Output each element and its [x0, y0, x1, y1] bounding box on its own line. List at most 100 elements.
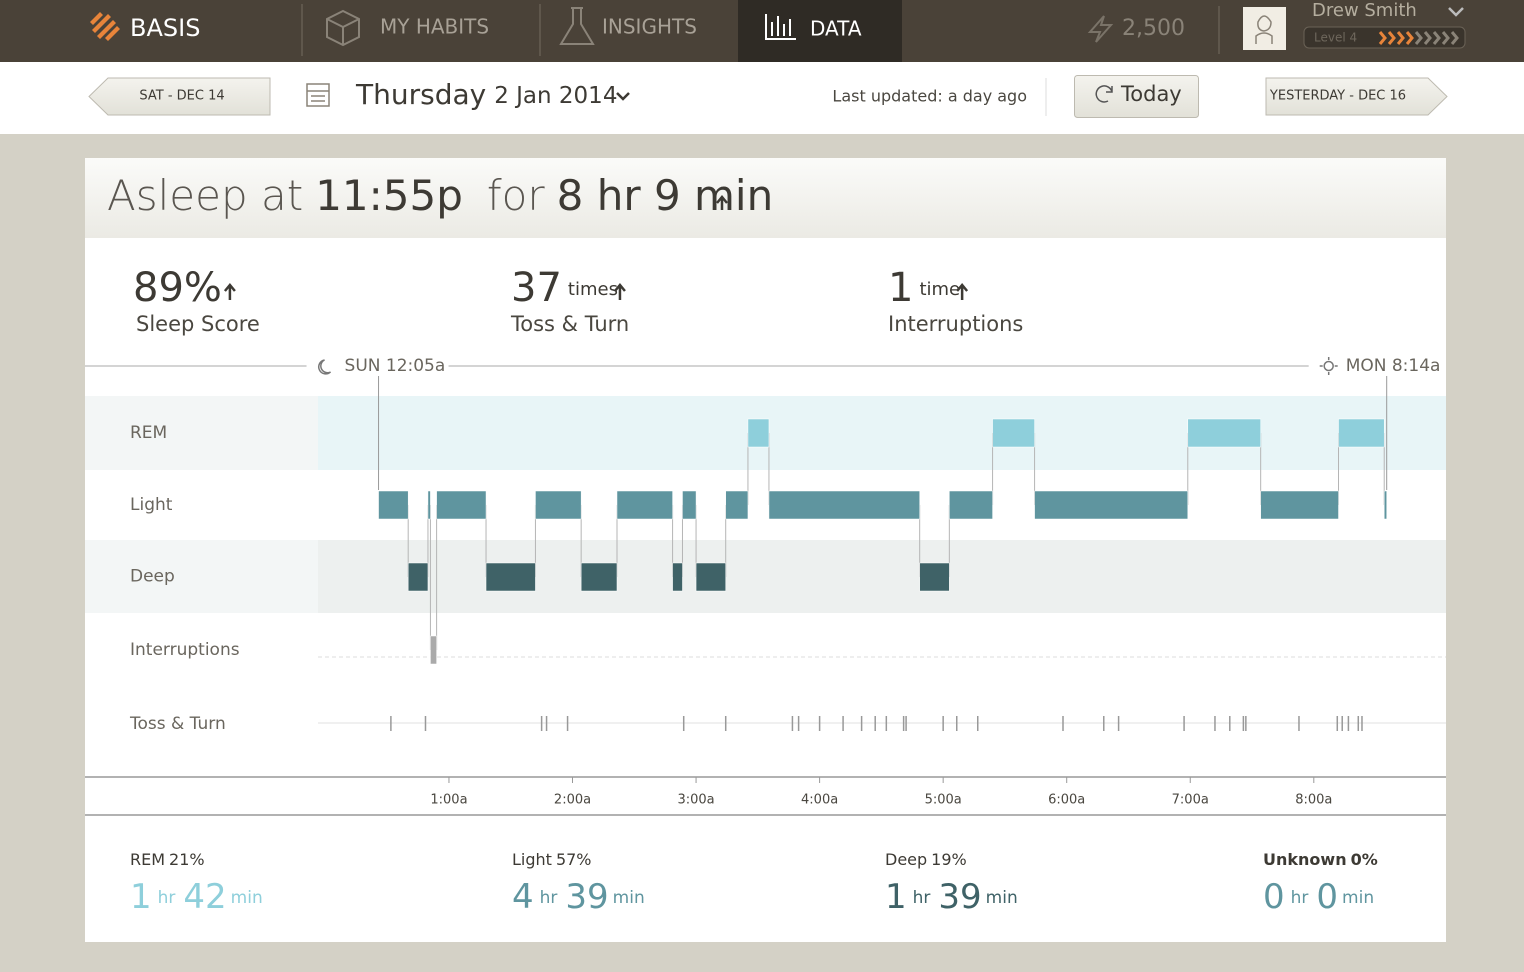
hours: 0 [1263, 877, 1285, 917]
tab[interactable]: INSIGHTS [602, 15, 697, 39]
hours-unit: hr [158, 888, 176, 908]
stage-name: Unknown [1263, 850, 1347, 869]
next-day-label[interactable]: YESTERDAY - DEC 16 [1269, 89, 1406, 104]
trend-arrow [956, 283, 969, 300]
stat-unit: time [919, 279, 960, 300]
user-menu-arrow[interactable] [1448, 7, 1464, 17]
x-tick-label: 5:00a [925, 793, 962, 808]
x-tick-label: 2:00a [554, 793, 591, 808]
row-label: Interruptions [130, 640, 240, 660]
stage-segment [695, 562, 726, 592]
stage-segment [580, 562, 618, 592]
minutes: 0 [1316, 877, 1338, 917]
stage-segment [1034, 490, 1189, 520]
stage-duration: 4 hr 39 min [512, 877, 645, 917]
hours: 1 [885, 877, 907, 917]
logo-icon [90, 12, 120, 41]
minutes-unit: min [231, 888, 263, 908]
trend-arrow [716, 195, 728, 210]
stat-unit: times [568, 279, 618, 300]
today-icon [1095, 85, 1113, 103]
insights-icon [559, 7, 595, 45]
duration: 8 hr 9 min [557, 171, 774, 220]
logo[interactable]: BASIS [130, 14, 200, 42]
stage-segment [427, 490, 431, 520]
sun-rays [1319, 357, 1338, 375]
stage-percent: Unknown 0% [1263, 850, 1378, 869]
asleep-time: 11:55p [315, 171, 463, 220]
date-picker[interactable]: Thursday 2 Jan 2014 [355, 78, 617, 111]
sleep-summary: Asleep at 11:55p for 8 hr 9 min [107, 171, 773, 220]
avatar[interactable] [1243, 7, 1286, 50]
stage-percent: Deep 19% [885, 850, 967, 869]
hours: 4 [512, 877, 534, 917]
stage-percent: Light 57% [512, 850, 592, 869]
stage-segment [747, 418, 770, 448]
stage-percent-value: 19% [931, 850, 967, 869]
stage-segment [992, 418, 1035, 448]
hours: 1 [130, 877, 152, 917]
x-tick-label: 7:00a [1172, 793, 1209, 808]
trend-arrow [223, 283, 236, 300]
stat-value: 89% [133, 265, 222, 311]
next-day-button[interactable] [1265, 77, 1448, 116]
stage-duration: 1 hr 42 min [130, 877, 263, 917]
prev-day-label[interactable]: SAT - DEC 14 [139, 89, 224, 104]
avatar-icon [1255, 15, 1273, 44]
date-dropdown[interactable] [616, 92, 630, 101]
stat-label: Toss & Turn [510, 312, 629, 336]
data-icon [765, 14, 796, 40]
start-label: SUN 12:05a [345, 356, 446, 376]
stage-name: Light [512, 850, 552, 869]
stage-duration: 1 hr 39 min [885, 877, 1018, 917]
stage-duration: 0 hr 0 min [1263, 877, 1374, 917]
stage-segment [1260, 490, 1339, 520]
x-tick-label: 3:00a [677, 793, 714, 808]
stage-segment [1187, 418, 1261, 448]
minutes-unit: min [613, 888, 645, 908]
stage-segment [616, 490, 673, 520]
stage-percent-value: 57% [556, 850, 592, 869]
x-tick-label: 4:00a [801, 793, 838, 808]
stage-segment [1383, 490, 1387, 520]
level: Level 4 [1314, 31, 1357, 45]
stage-segment [407, 562, 429, 592]
today-label[interactable]: Today [1120, 82, 1182, 106]
asleep-label: Asleep at [107, 171, 303, 220]
hours-unit: hr [540, 888, 558, 908]
stage-segment [430, 635, 437, 665]
stage-name: Deep [885, 850, 927, 869]
trend-arrow [613, 283, 626, 300]
stage-segment [725, 490, 749, 520]
row-band [85, 396, 318, 470]
stage-segment [768, 490, 920, 520]
stat: 89% [133, 265, 222, 311]
tab[interactable]: MY HABITS [380, 15, 489, 39]
user-name[interactable]: Drew Smith [1312, 0, 1417, 21]
stage-segment [919, 562, 950, 592]
stat-label: Interruptions [888, 312, 1023, 336]
stage-segment [682, 490, 697, 520]
x-tick-label: 8:00a [1295, 793, 1332, 808]
last-updated: Last updated: a day ago [832, 87, 1027, 106]
weekday: Thursday [355, 78, 486, 111]
calendar-icon[interactable] [306, 83, 330, 107]
stage-segment [535, 490, 582, 520]
stat-value: 37 [511, 265, 562, 311]
habits-icon [326, 9, 360, 47]
points-icon [1087, 15, 1114, 43]
row-label: Light [130, 495, 173, 515]
row-label: REM [130, 423, 167, 443]
stage-segment [485, 562, 536, 592]
prev-day-button[interactable] [88, 77, 271, 116]
tab[interactable]: DATA [810, 17, 862, 41]
minutes: 39 [938, 877, 981, 917]
row-label: Deep [130, 567, 175, 587]
stage-segment [1338, 418, 1385, 448]
x-tick-label: 1:00a [430, 793, 467, 808]
stat: 1 time [888, 265, 960, 311]
row-band [318, 396, 1446, 470]
stage-name: REM [130, 850, 165, 869]
stage-segment [949, 490, 993, 520]
